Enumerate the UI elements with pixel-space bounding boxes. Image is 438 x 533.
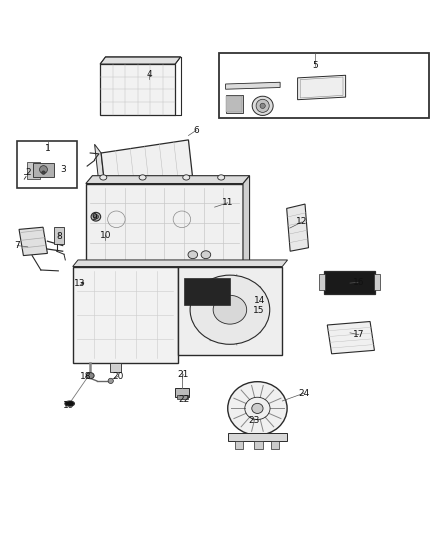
Text: 24: 24 [299,389,310,398]
Text: 6: 6 [194,126,199,135]
Bar [99,263,108,271]
Polygon shape [287,204,308,251]
Bar [110,362,121,372]
Bar [271,441,279,449]
Text: 19: 19 [63,401,74,410]
Ellipse shape [201,251,211,259]
Bar [54,227,64,244]
Text: 20: 20 [112,372,124,381]
Ellipse shape [218,175,225,180]
Bar [221,263,230,271]
Polygon shape [243,176,250,263]
Bar [177,266,283,354]
Ellipse shape [86,373,94,379]
Text: 12: 12 [296,217,307,227]
Ellipse shape [65,401,74,406]
Text: 14: 14 [254,296,266,305]
Bar [177,395,187,399]
Polygon shape [100,57,180,64]
Ellipse shape [139,175,146,180]
Ellipse shape [39,166,47,174]
Bar [27,161,40,179]
Ellipse shape [100,175,107,180]
Text: 13: 13 [74,279,86,288]
Ellipse shape [183,175,190,180]
Ellipse shape [93,215,99,219]
Ellipse shape [252,403,263,414]
Text: 23: 23 [248,416,260,425]
Text: 21: 21 [177,370,189,379]
Polygon shape [297,75,346,100]
Text: 10: 10 [100,231,111,239]
Ellipse shape [190,275,270,344]
Text: 11: 11 [222,198,233,207]
Bar [324,271,375,294]
Ellipse shape [91,212,101,221]
Text: 8: 8 [56,232,62,241]
Text: 3: 3 [60,165,66,174]
Bar [86,183,243,263]
Text: 17: 17 [353,330,364,339]
Text: 16: 16 [353,278,364,287]
Bar [219,53,428,118]
Ellipse shape [228,382,287,435]
Bar [374,274,380,290]
Polygon shape [86,176,250,183]
Polygon shape [226,82,280,89]
Text: 5: 5 [312,61,318,70]
Bar [226,96,242,112]
Ellipse shape [108,378,113,384]
Text: 22: 22 [178,395,190,404]
Bar [319,274,325,290]
Polygon shape [327,321,374,354]
Ellipse shape [80,280,86,286]
Bar [73,266,177,362]
Text: 4: 4 [146,70,152,79]
Polygon shape [95,144,106,192]
Bar [235,441,244,449]
Text: 1: 1 [45,144,51,153]
Text: 7: 7 [14,241,20,250]
Bar [226,95,243,113]
Bar [175,388,189,398]
Polygon shape [19,227,47,256]
Text: 9: 9 [92,213,97,222]
Bar [254,441,263,449]
Text: 15: 15 [253,305,264,314]
Polygon shape [73,260,288,266]
Ellipse shape [260,103,265,108]
Text: 2: 2 [25,168,31,177]
Ellipse shape [188,251,198,259]
Bar [33,163,54,177]
Ellipse shape [252,96,273,116]
Bar [228,433,287,441]
Ellipse shape [256,99,269,112]
Bar [17,141,77,188]
Ellipse shape [213,295,247,324]
Text: 18: 18 [80,373,92,382]
Bar [100,64,175,115]
Ellipse shape [81,282,84,284]
Ellipse shape [42,171,45,174]
Bar [184,278,230,305]
Polygon shape [101,140,193,192]
